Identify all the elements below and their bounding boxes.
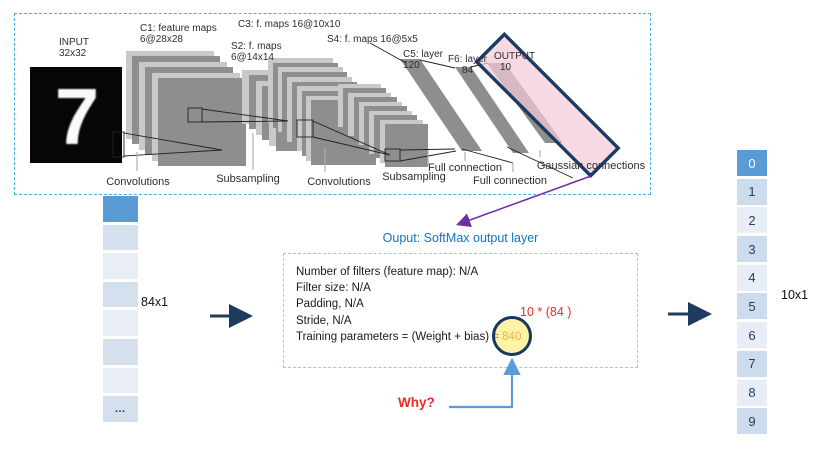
arrow-why-to-circle bbox=[449, 357, 521, 409]
vector-cell bbox=[103, 338, 138, 365]
training-parameters-line: Training parameters = (Weight + bias) = … bbox=[296, 329, 625, 345]
svg-text:84: 84 bbox=[462, 65, 474, 76]
vector-cell: 2 bbox=[737, 207, 767, 234]
lenet-architecture-panel: 7 bbox=[14, 13, 651, 195]
vector-cell bbox=[103, 310, 138, 336]
vector-cell bbox=[103, 281, 138, 308]
vector-cell: 8 bbox=[737, 379, 767, 406]
vector-cell bbox=[103, 367, 138, 394]
vector-cell: 0 bbox=[737, 150, 767, 176]
vector-84x1: … bbox=[103, 196, 138, 422]
f6-layer-bar bbox=[455, 67, 529, 153]
svg-text:120: 120 bbox=[403, 60, 420, 71]
softmax-spec-box: Number of filters (feature map): N/A Filt… bbox=[283, 253, 638, 368]
highlight-circle bbox=[492, 316, 532, 356]
s4-label: S4: f. maps 16@5x5 bbox=[327, 34, 418, 45]
c5-layer-bar bbox=[400, 59, 482, 151]
input-image: 7 bbox=[30, 67, 122, 163]
vector-cell bbox=[103, 196, 138, 222]
c5-label: C5: layer bbox=[403, 49, 444, 60]
calc-note: 10 * (84 ) bbox=[520, 305, 572, 319]
svg-text:32x32: 32x32 bbox=[59, 48, 87, 59]
caption-ticks bbox=[136, 133, 541, 172]
caption-gaussian-connections: Gaussian connections bbox=[537, 160, 646, 172]
lenet-diagram: 7 bbox=[30, 19, 646, 188]
output-highlight-box bbox=[474, 31, 621, 179]
spec-line: Stride, N/A bbox=[296, 314, 352, 327]
svg-text:6@28x28: 6@28x28 bbox=[140, 34, 183, 45]
label-10x1: 10x1 bbox=[781, 288, 809, 302]
connection-lines bbox=[112, 42, 574, 179]
caption-full-connection-2: Full connection bbox=[473, 175, 547, 187]
input-label: INPUT bbox=[59, 37, 89, 48]
caption-convolutions-1: Convolutions bbox=[106, 176, 170, 188]
caption-convolutions-2: Convolutions bbox=[307, 176, 371, 188]
vector-cell: 1 bbox=[737, 178, 767, 205]
spec-line: Filter size: N/A bbox=[296, 282, 371, 295]
caption-subsampling-1: Subsampling bbox=[216, 173, 280, 185]
label-84x1: 84x1 bbox=[141, 295, 169, 309]
svg-text:6@14x14: 6@14x14 bbox=[231, 52, 274, 63]
c1-label: C1: feature maps bbox=[140, 23, 217, 34]
vector-cell: 4 bbox=[737, 264, 767, 291]
c1-feature-maps bbox=[126, 51, 246, 166]
vector-cell bbox=[103, 253, 138, 279]
caption-subsampling-2: Subsampling bbox=[382, 171, 446, 183]
vector-cell: 3 bbox=[737, 236, 767, 263]
f6-label: F6: layer bbox=[448, 54, 488, 65]
vector-cell: 5 bbox=[737, 293, 767, 320]
vector-cell bbox=[103, 224, 138, 251]
vector-cell: … bbox=[103, 396, 138, 422]
output-label: OUTPUT bbox=[494, 51, 535, 62]
spec-lines: Number of filters (feature map): N/A Filt… bbox=[296, 264, 625, 329]
vector-cell: 6 bbox=[737, 322, 767, 349]
s2-label: S2: f. maps bbox=[231, 41, 282, 52]
digit-7: 7 bbox=[55, 72, 100, 161]
caption-full-connection-1: Full connection bbox=[428, 162, 502, 174]
softmax-title: Ouput: SoftMax output layer bbox=[382, 231, 539, 245]
spec-line: Number of filters (feature map): N/A bbox=[296, 266, 479, 278]
svg-text:10: 10 bbox=[500, 62, 512, 73]
vector-cell: 7 bbox=[737, 350, 767, 377]
spec-line: Padding, N/A bbox=[296, 298, 364, 311]
why-label: Why? bbox=[398, 395, 435, 410]
layer-labels: INPUT 32x32 C1: feature maps 6@28x28 S2:… bbox=[59, 19, 535, 76]
vector-cell: 9 bbox=[737, 408, 767, 435]
c3-label: C3: f. maps 16@10x10 bbox=[238, 19, 341, 30]
